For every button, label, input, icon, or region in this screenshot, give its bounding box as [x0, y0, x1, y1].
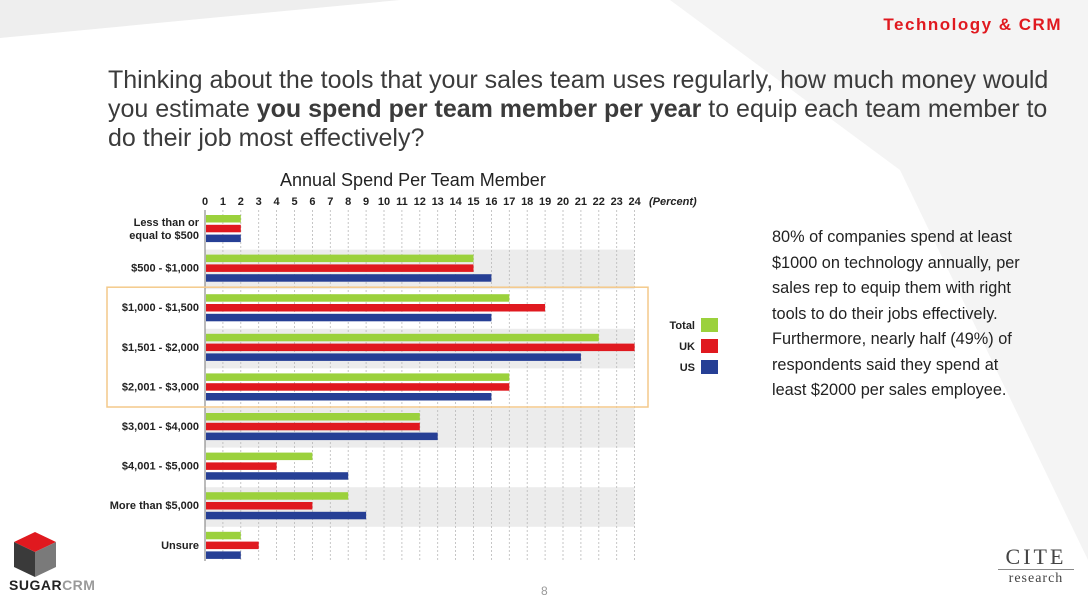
x-tick-label: 1 [220, 196, 226, 208]
x-tick-label: 24 [628, 196, 641, 208]
bar-us [206, 393, 492, 401]
page-number: 8 [541, 584, 548, 598]
legend-swatch [701, 318, 718, 332]
bar-total [206, 413, 420, 421]
bar-us [206, 551, 241, 559]
highlight-box [106, 286, 649, 408]
x-tick-label: 19 [539, 196, 551, 208]
x-tick-label: 11 [396, 196, 408, 208]
cite-research-logo: CITE research [998, 546, 1074, 587]
category-label: equal to $500 [129, 230, 199, 242]
x-tick-label: 20 [557, 196, 569, 208]
x-tick-label: 4 [274, 196, 281, 208]
bar-uk [206, 264, 474, 272]
bar-uk [206, 462, 277, 470]
cite-word: CITE [1005, 544, 1067, 569]
x-tick-label: 21 [575, 196, 587, 208]
bar-us [206, 313, 492, 322]
category-label: More than $5,000 [110, 500, 199, 512]
x-tick-label: 18 [521, 196, 533, 208]
legend-swatch [701, 360, 718, 374]
bar-uk [206, 224, 241, 233]
x-tick-label: 0 [202, 196, 208, 208]
bar-total [206, 215, 241, 223]
x-tick-label: 14 [449, 196, 462, 208]
sugar-word: SUGAR [9, 577, 63, 593]
category-label: $2,001 - $3,000 [122, 381, 199, 393]
category-label: $3,001 - $4,000 [122, 421, 199, 433]
bar-uk [206, 502, 313, 510]
category-label: $1,000 - $1,500 [122, 302, 199, 314]
x-axis-unit-label: (Percent) [649, 196, 697, 208]
x-tick-label: 3 [256, 196, 262, 208]
bar-chart: 0 1 2 3 4 5 6 7 8 9 10 11 12 13 14 15 16 17 18 19 20 21 22 23 24… [106, 196, 718, 561]
bar-uk [206, 304, 546, 312]
bar-us [206, 432, 438, 441]
bar-us [206, 353, 581, 361]
question-part-2: to equip each team member to do their jo… [108, 95, 1048, 152]
question-text: Thinking about the tools that your sales… [108, 66, 1058, 153]
x-tick-label: 7 [327, 196, 333, 208]
insight-text: 80% of companies spend at least $1000 on… [772, 228, 1020, 399]
bar-uk [206, 422, 420, 431]
section-tag: Technology & CRM [883, 15, 1062, 34]
research-word: research [1008, 571, 1064, 586]
x-tick-label: 2 [238, 196, 244, 208]
cite-divider [998, 569, 1074, 570]
bar-us [206, 472, 349, 480]
bar-total [206, 373, 510, 381]
legend-swatch [701, 339, 718, 353]
bar-total [206, 254, 474, 263]
x-tick-label: 8 [345, 196, 351, 208]
bar-us [206, 234, 241, 243]
bar-total [206, 294, 510, 302]
legend-label: US [680, 362, 695, 374]
bar-us [206, 511, 367, 520]
category-label: Less than or [134, 217, 200, 229]
x-tick-label: 17 [503, 196, 515, 208]
question-part-1: Thinking about the tools that your sales… [108, 66, 1049, 123]
x-tick-label: 13 [432, 196, 444, 208]
x-tick-label: 16 [485, 196, 497, 208]
x-tick-label: 6 [309, 196, 315, 208]
bar-total [206, 531, 241, 540]
category-label: $500 - $1,000 [131, 263, 199, 275]
chart-title: Annual Spend Per Team Member [280, 170, 546, 190]
legend-label: Total [670, 320, 695, 332]
x-tick-label: 15 [467, 196, 479, 208]
bar-total [206, 492, 349, 500]
bar-uk [206, 383, 510, 391]
sugarcrm-cube-logo [14, 532, 56, 577]
crm-word: CRM [62, 577, 96, 593]
x-tick-label: 10 [378, 196, 390, 208]
category-label: $4,001 - $5,000 [122, 461, 199, 473]
x-tick-label: 9 [363, 196, 369, 208]
bar-uk [206, 343, 635, 352]
x-tick-label: 5 [291, 196, 297, 208]
bar-us [206, 274, 492, 282]
bar-total [206, 452, 313, 461]
x-tick-label: 22 [593, 196, 605, 208]
x-tick-label: 23 [611, 196, 623, 208]
x-tick-label: 12 [414, 196, 426, 208]
category-label: $1,501 - $2,000 [122, 342, 199, 354]
question-emphasis: you spend per team member per year [256, 95, 702, 123]
category-label: Unsure [161, 540, 199, 552]
bar-total [206, 333, 599, 342]
sugarcrm-wordmark: SUGARCRM [9, 577, 95, 593]
legend-label: UK [679, 341, 695, 353]
bar-uk [206, 541, 259, 550]
